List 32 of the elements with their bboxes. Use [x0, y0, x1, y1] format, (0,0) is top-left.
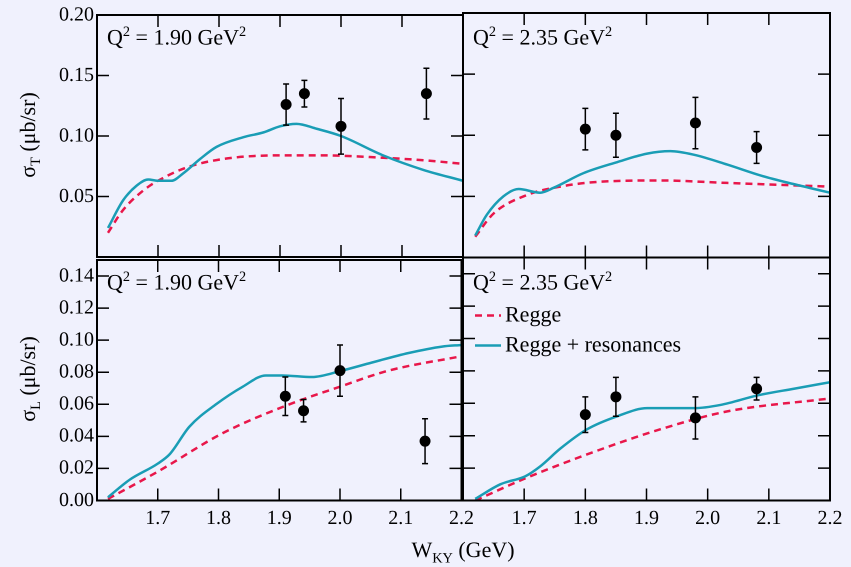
x-tick-label: 1.8	[572, 506, 598, 529]
line-series	[106, 122, 463, 230]
y-tick-label: 0.14	[59, 264, 94, 286]
annotation: Q$^{2}$ = 1.90 GeV$^{2}$	[107, 24, 246, 50]
x-tick-label: 2.0	[695, 506, 720, 529]
annotation: Q$^{2}$ = 2.35 GeV$^{2}$	[473, 268, 612, 294]
x-tick-label: 1.7	[512, 506, 537, 529]
x-tick-label: 1.7	[145, 506, 170, 529]
y-tick-label: 0.20	[59, 3, 94, 26]
y-tick-label: 0.06	[59, 392, 94, 415]
x-tick-label: 2.2	[818, 506, 842, 529]
y-tick-label: 0.12	[59, 296, 94, 318]
y-tick-label: 0.10	[59, 328, 94, 350]
y-tick-label: 0.00	[59, 488, 94, 511]
annotation: Q$^{2}$ = 1.90 GeV$^{2}$	[107, 268, 246, 294]
x-tick-label: 1.9	[634, 506, 659, 529]
x-axis-title: W$_{KY}$ (GeV)	[411, 537, 515, 567]
legend-label: Regge + resonances	[505, 331, 682, 356]
y-tick-label: 0.04	[59, 424, 94, 447]
legend-label: Regge	[505, 301, 562, 326]
x-tick-label: 2.2	[449, 506, 474, 529]
y-tick-label: 0.08	[59, 360, 94, 382]
y-tick-label: 0.15	[59, 64, 94, 86]
x-tick-label: 1.9	[266, 506, 292, 529]
y-tick-label: 0.05	[59, 184, 94, 207]
y-tick-label: 0.10	[59, 124, 94, 146]
x-tick-label: 1.8	[206, 506, 231, 529]
x-tick-label: 2.0	[328, 506, 352, 529]
y-tick-label: 0.02	[59, 456, 94, 479]
x-tick-label: 2.1	[388, 506, 414, 529]
x-tick-label: 2.1	[756, 506, 782, 529]
annotation: Q$^{2}$ = 2.35 GeV$^{2}$	[473, 24, 612, 50]
